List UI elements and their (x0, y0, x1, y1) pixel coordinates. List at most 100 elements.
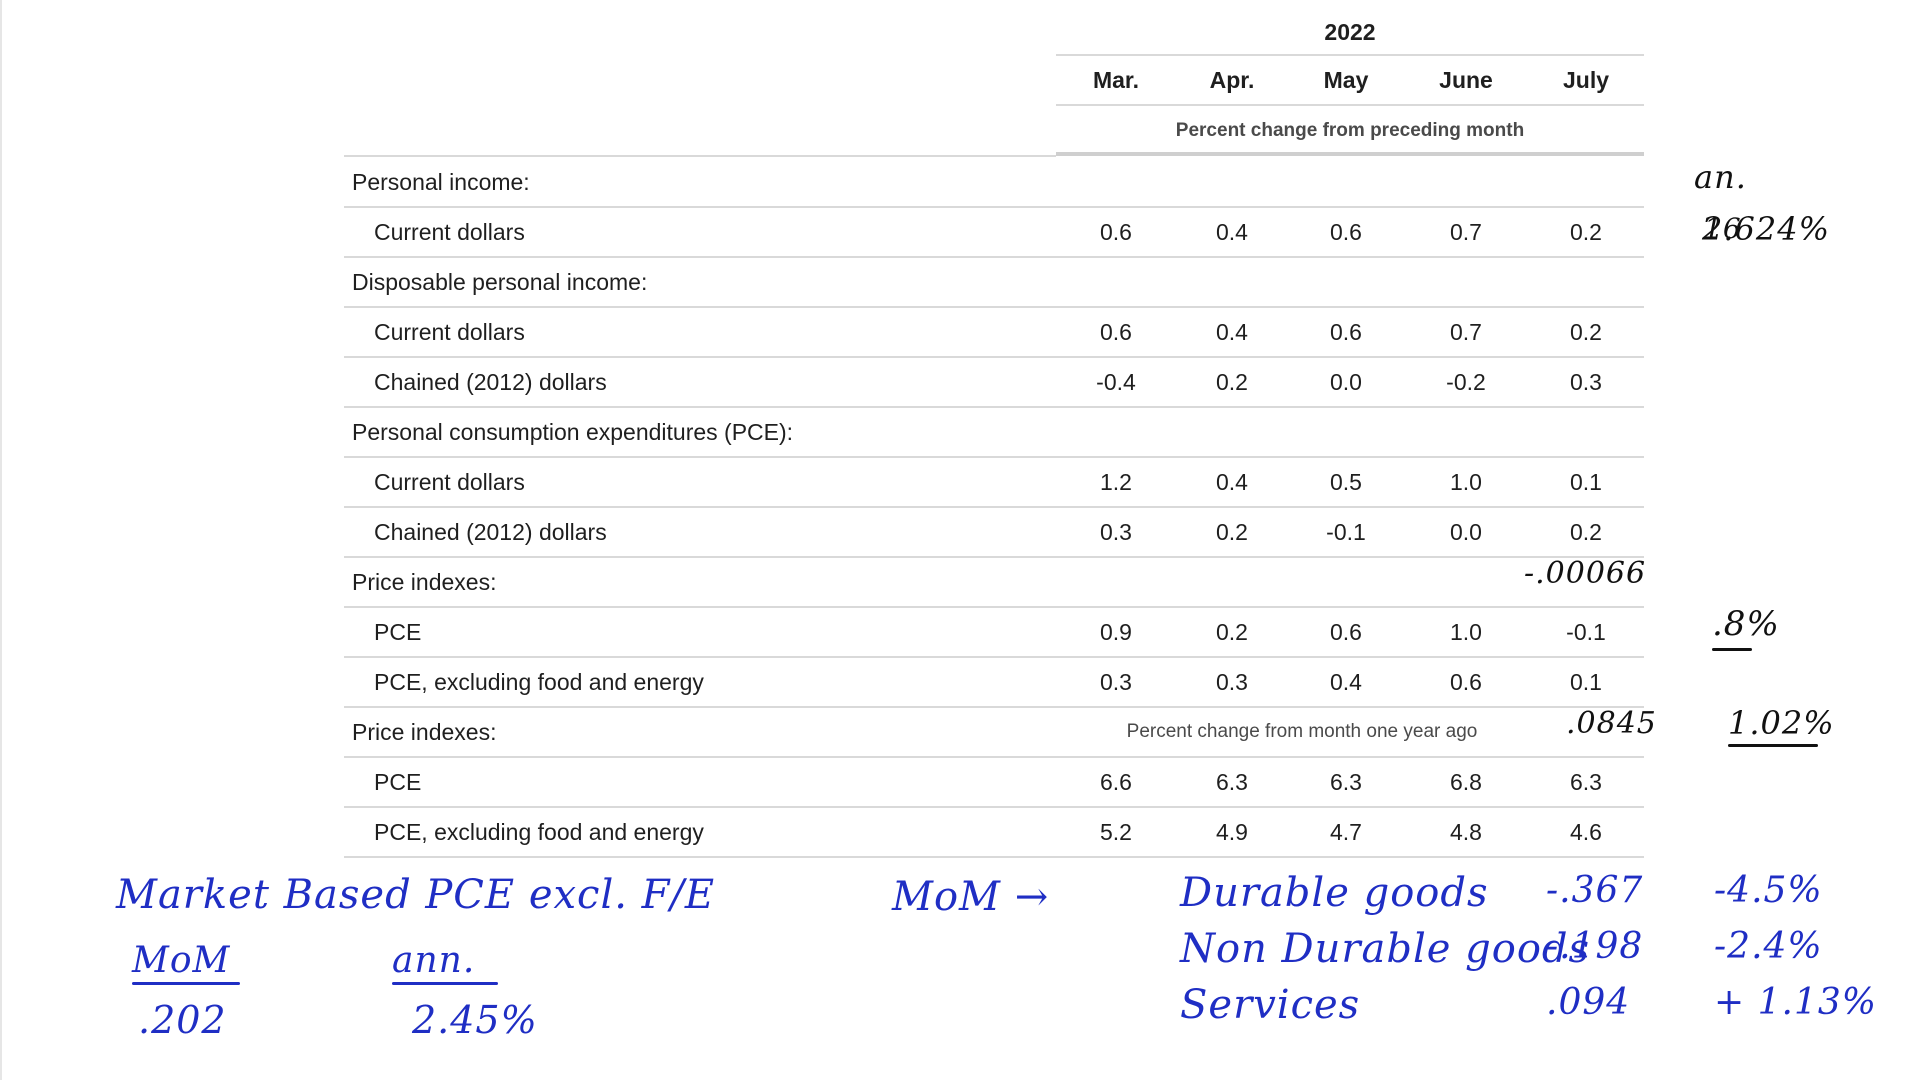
screen-edge (0, 0, 2, 1080)
table-cell: 1.2 (1100, 469, 1132, 495)
month-header: May (1323, 67, 1369, 93)
month-header: June (1439, 67, 1493, 93)
table-row: PCE, excluding food and energy 5.2 4.9 4.7 4… (344, 808, 1644, 858)
table-cell: 0.6 (1330, 619, 1362, 645)
mom-arrow: MoM → (892, 874, 1050, 920)
table-row: Disposable personal income: (344, 258, 1644, 308)
section-label: Personal consumption expenditures (PCE): (352, 419, 794, 445)
table-cell: 0.6 (1100, 319, 1132, 345)
table-cell: -0.1 (1326, 519, 1366, 545)
goods-name: Durable goods (1180, 870, 1489, 916)
mom-label: MoM (132, 940, 231, 981)
market-title: Market Based PCE excl. F/E (116, 872, 716, 918)
divider (344, 306, 1644, 308)
month-header: July (1562, 67, 1610, 93)
divider (344, 456, 1644, 458)
core-ann: 1.02% (1728, 704, 1835, 742)
table-row: Price indexes: (344, 558, 1644, 608)
section-label: Price indexes: (352, 719, 497, 745)
divider (344, 706, 1644, 708)
table-cell: 4.7 (1330, 819, 1362, 845)
section-label: Personal income: (352, 169, 530, 195)
divider (344, 406, 1644, 408)
neg-value: -.00066 (1524, 556, 1647, 591)
row-label: Chained (2012) dollars (374, 369, 607, 395)
table-row: Personal consumption expenditures (PCE): (344, 408, 1644, 458)
table-cell: 1.0 (1450, 469, 1482, 495)
table-row: Current dollars 1.2 0.4 0.5 1.0 0.1 (344, 458, 1644, 508)
table-cell: 6.3 (1216, 769, 1248, 795)
table-cell: 6.3 (1570, 769, 1602, 795)
row-label: Current dollars (374, 219, 525, 245)
table-cell: 0.2 (1570, 319, 1602, 345)
row-label: PCE, excluding food and energy (374, 819, 704, 845)
row-label: PCE, excluding food and energy (374, 669, 704, 695)
table-cell: 0.9 (1100, 619, 1132, 645)
table-cell: 0.1 (1570, 469, 1602, 495)
goods-name: Services (1180, 982, 1361, 1028)
divider (344, 506, 1644, 508)
table-cell: 0.4 (1216, 319, 1248, 345)
table-cell: 0.2 (1570, 219, 1602, 245)
table-cell: 0.2 (1216, 619, 1248, 645)
table-row: Current dollars 0.6 0.4 0.6 0.7 0.2 (344, 208, 1644, 258)
table-row: Price indexes: Percent change from month … (344, 708, 1644, 758)
ann-value-2: 2.45% (412, 998, 538, 1042)
month-header: Apr. (1209, 67, 1255, 93)
table-cell: 0.2 (1570, 519, 1602, 545)
table-cell: -0.1 (1566, 619, 1606, 645)
table-cell: 0.4 (1216, 219, 1248, 245)
table-cell: 6.6 (1100, 769, 1132, 795)
row-label: Current dollars (374, 469, 525, 495)
goods-mom: .094 (1546, 982, 1631, 1023)
table-row: Chained (2012) dollars 0.3 0.2 -0.1 0.0 0.2 (344, 508, 1644, 558)
table-cell: 0.7 (1450, 219, 1482, 245)
table-cell: -0.4 (1096, 369, 1136, 395)
table-cell: 0.3 (1216, 669, 1248, 695)
goods-ann: + 1.13% (1714, 982, 1877, 1023)
table-cell: 0.6 (1330, 219, 1362, 245)
underline (132, 982, 240, 985)
table-row: Personal income: (344, 158, 1644, 208)
divider (344, 155, 1056, 157)
table-cell: 4.8 (1450, 819, 1482, 845)
row-label: Current dollars (374, 319, 525, 345)
goods-ann: -4.5% (1714, 870, 1823, 911)
row-label: PCE (374, 619, 422, 645)
table-cell: 0.3 (1100, 669, 1132, 695)
table-cell: 1.0 (1450, 619, 1482, 645)
table-cell: 0.2 (1216, 369, 1248, 395)
table-row: Current dollars 0.6 0.4 0.6 0.7 0.2 (344, 308, 1644, 358)
ann-value: 2.624% (1702, 210, 1831, 248)
underline (1712, 648, 1752, 651)
divider (1056, 152, 1644, 156)
table-cell: 0.0 (1450, 519, 1482, 545)
table-row: PCE, excluding food and energy 0.3 0.3 0.4 0… (344, 658, 1644, 708)
table-cell: 0.4 (1216, 469, 1248, 495)
divider (344, 556, 1644, 558)
divider (344, 656, 1644, 658)
pce-ann: .8% (1712, 604, 1780, 644)
table-cell: 5.2 (1100, 819, 1132, 845)
ann-label-2: ann. (392, 940, 476, 981)
income-suffix: 16 (1704, 212, 1742, 245)
divider (344, 606, 1644, 608)
divider (344, 256, 1644, 258)
table-cell: 0.4 (1330, 669, 1362, 695)
divider (344, 856, 1644, 858)
goods-mom: -.198 (1546, 926, 1644, 967)
goods-mom: -.367 (1546, 870, 1644, 911)
mom-value: .202 (138, 998, 227, 1042)
table-cell: 0.3 (1100, 519, 1132, 545)
table-row: Chained (2012) dollars -0.4 0.2 0.0 -0.2 0.3 (344, 358, 1644, 408)
table-row: PCE 6.6 6.3 6.3 6.8 6.3 (344, 758, 1644, 808)
underline (1728, 744, 1818, 747)
divider (1056, 104, 1644, 106)
divider (344, 206, 1644, 208)
table-cell: 0.3 (1570, 369, 1602, 395)
table-cell: 0.2 (1216, 519, 1248, 545)
section-label: Price indexes: (352, 569, 497, 595)
table-cell: 0.6 (1450, 669, 1482, 695)
table-cell: 0.5 (1330, 469, 1362, 495)
